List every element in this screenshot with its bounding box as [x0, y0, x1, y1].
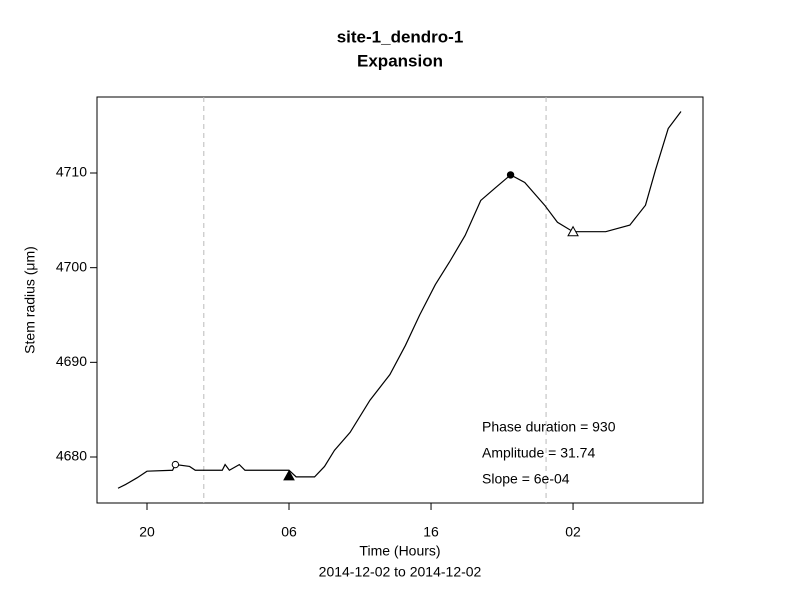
phase-marker — [171, 460, 180, 469]
phase-marker — [506, 171, 515, 179]
y-tick-label: 4680 — [56, 448, 87, 464]
annotation: Slope = 6e-04 — [482, 471, 570, 487]
y-tick-label: 4690 — [56, 353, 87, 369]
annotation: Amplitude = 31.74 — [482, 445, 595, 461]
annotation: Phase duration = 930 — [482, 419, 616, 435]
y-tick-label: 4710 — [56, 164, 87, 180]
chart-title: site-1_dendro-1 — [337, 27, 464, 46]
phase-marker — [567, 225, 579, 237]
x-tick-label: 06 — [281, 524, 297, 540]
date-range: 2014-12-02 to 2014-12-02 — [319, 564, 482, 580]
data-line — [117, 111, 682, 489]
x-axis-label: Time (Hours) — [359, 543, 440, 559]
phase-marker — [283, 469, 295, 481]
y-axis-label: Stem radius (μm) — [22, 246, 38, 354]
x-tick-label: 20 — [139, 524, 155, 540]
chart-subtitle: Expansion — [357, 51, 443, 70]
plot-frame — [96, 96, 704, 504]
x-tick-label: 16 — [423, 524, 439, 540]
y-tick-label: 4700 — [56, 258, 87, 274]
x-tick-label: 02 — [565, 524, 581, 540]
